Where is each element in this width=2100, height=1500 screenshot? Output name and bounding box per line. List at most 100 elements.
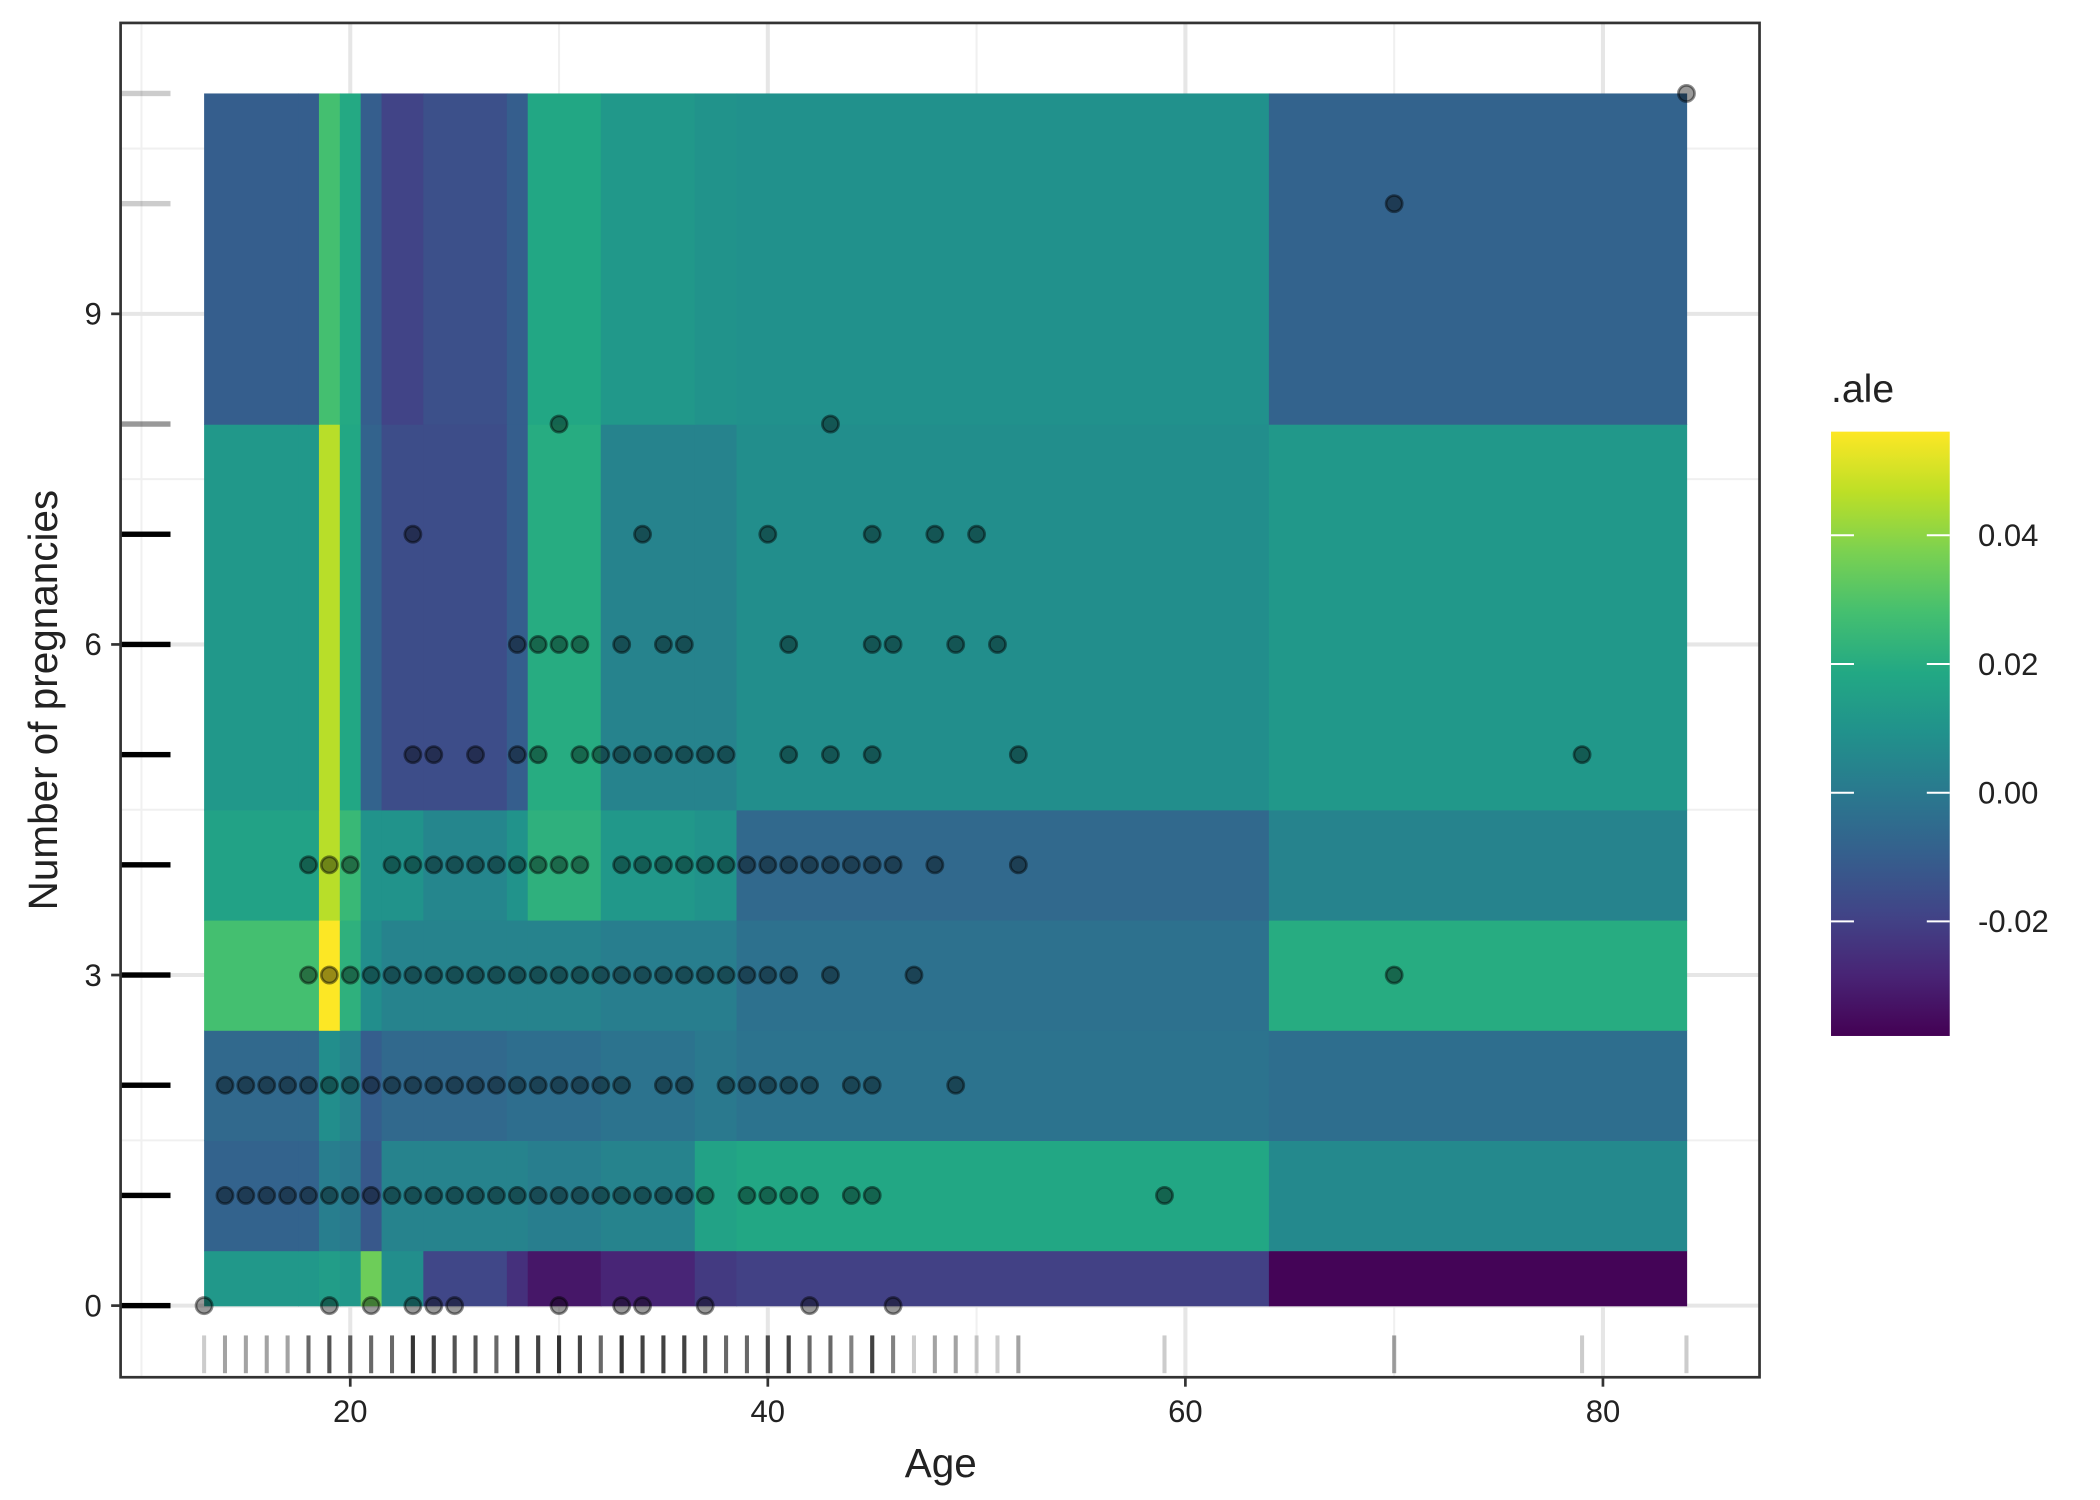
data-point — [507, 634, 527, 654]
data-point — [278, 1075, 298, 1095]
data-point — [278, 1185, 298, 1205]
data-point — [779, 855, 799, 875]
data-point — [591, 965, 611, 985]
data-point — [633, 965, 652, 985]
x-tick-label: 40 — [751, 1394, 785, 1429]
data-point — [424, 855, 444, 875]
data-point — [737, 1185, 757, 1205]
data-point — [528, 965, 548, 985]
y-tick-label: 9 — [84, 297, 101, 332]
data-point — [403, 1185, 423, 1205]
y-rug — [120, 1082, 171, 1088]
data-point — [486, 855, 506, 875]
heat-tile — [298, 93, 320, 425]
data-point — [361, 1185, 381, 1205]
data-point — [507, 1185, 527, 1205]
heat-tile — [339, 1030, 362, 1141]
legend-title: .ale — [1831, 368, 1894, 411]
data-point — [403, 524, 423, 544]
data-point — [612, 1296, 632, 1316]
heat-tile — [298, 424, 320, 811]
heat-tile — [1268, 809, 1688, 921]
y-rug — [120, 751, 171, 758]
heat-tile — [204, 93, 299, 425]
heat-tile — [506, 919, 529, 1031]
data-point — [716, 855, 736, 875]
heat-tile — [339, 1140, 362, 1252]
heat-tile — [360, 93, 383, 425]
heat-tile — [600, 919, 696, 1031]
data-point — [340, 1185, 360, 1205]
data-point — [821, 745, 840, 765]
heat-tile — [423, 1140, 508, 1252]
heat-tile — [204, 809, 299, 921]
heat-tile — [694, 809, 738, 921]
data-point — [1572, 745, 1592, 765]
heat-tile — [318, 1140, 341, 1252]
data-point — [883, 634, 903, 654]
heat-tile — [318, 1030, 341, 1141]
data-point — [445, 1185, 465, 1205]
data-point — [319, 855, 339, 875]
data-point — [758, 855, 778, 875]
heat-tile — [527, 424, 602, 811]
y-axis-label: Number of pregnancies — [20, 490, 66, 911]
heat-tile — [527, 93, 602, 425]
y-rug — [120, 200, 171, 207]
data-point — [821, 965, 840, 985]
data-point — [779, 1185, 799, 1205]
data-point — [507, 1075, 527, 1095]
data-point — [236, 1075, 256, 1095]
y-rug — [120, 972, 171, 978]
heat-tile — [298, 809, 320, 921]
data-point — [653, 634, 673, 654]
data-point — [758, 1185, 778, 1205]
heat-tile — [204, 1250, 299, 1307]
heat-tile — [527, 1030, 602, 1141]
data-point — [424, 745, 444, 765]
data-point — [507, 745, 527, 765]
data-point — [340, 855, 360, 875]
data-point — [591, 1075, 611, 1095]
heat-tile — [423, 1250, 508, 1307]
heat-tile — [360, 1030, 383, 1141]
heat-tile — [318, 93, 341, 425]
data-point — [194, 1296, 214, 1316]
data-point — [674, 1185, 694, 1205]
data-point — [486, 1185, 506, 1205]
data-point — [653, 1185, 673, 1205]
data-point — [904, 965, 924, 985]
data-point — [424, 1075, 444, 1095]
heat-tile — [694, 1250, 738, 1307]
y-rug — [120, 1192, 171, 1199]
data-point — [612, 634, 632, 654]
data-point — [299, 1075, 318, 1095]
data-point — [319, 1185, 339, 1205]
data-point — [883, 855, 903, 875]
data-point — [236, 1185, 256, 1205]
data-point — [758, 524, 778, 544]
data-point — [674, 1075, 694, 1095]
heat-tile — [506, 1030, 529, 1141]
heat-tile — [381, 919, 425, 1031]
data-point — [716, 1075, 736, 1095]
heat-tile — [600, 809, 696, 921]
data-point — [257, 1075, 277, 1095]
data-point — [633, 855, 652, 875]
heat-tile — [1268, 93, 1688, 425]
y-rug — [120, 90, 171, 97]
data-point — [299, 855, 318, 875]
data-point — [1677, 84, 1696, 103]
heat-tile — [204, 1030, 299, 1141]
heat-tile — [381, 1140, 425, 1252]
data-point — [946, 1075, 966, 1095]
data-point — [549, 634, 569, 654]
y-tick-label: 6 — [84, 627, 101, 662]
data-point — [821, 414, 840, 434]
colorbar-tick-label: 0.02 — [1978, 647, 2038, 682]
data-point — [570, 1185, 590, 1205]
data-point — [695, 745, 715, 765]
data-point — [633, 745, 652, 765]
heat-tile — [1268, 1140, 1688, 1252]
